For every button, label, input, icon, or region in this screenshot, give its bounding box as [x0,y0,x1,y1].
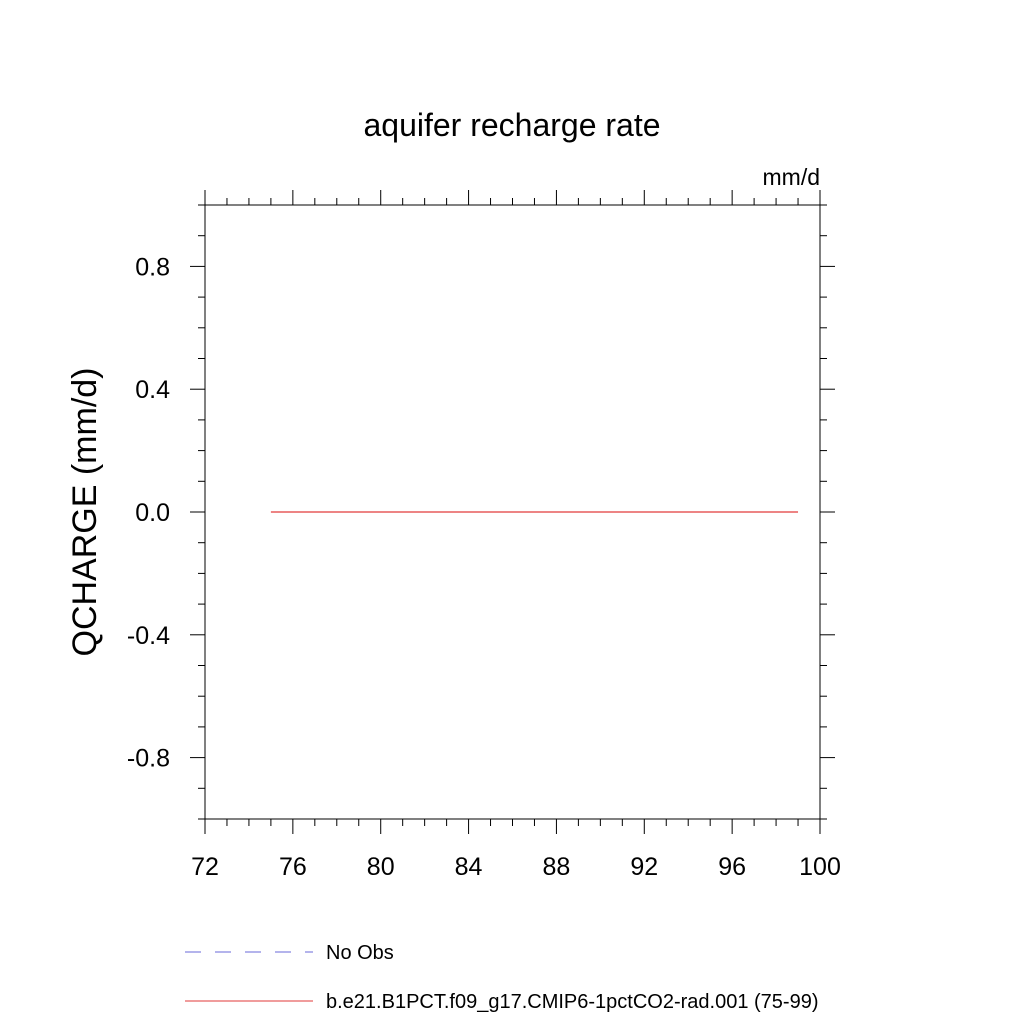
y-tick-label: -0.4 [127,622,170,650]
x-tick-label: 84 [455,853,483,881]
chart-title: aquifer recharge rate [363,107,660,143]
legend-label-0: No Obs [326,942,394,964]
y-tick-label: 0.8 [135,253,170,281]
y-tick-label: -0.8 [127,745,170,773]
x-tick-label: 96 [718,853,746,881]
x-tick-label: 92 [630,853,658,881]
axis-ticks [190,190,835,834]
x-tick-label: 72 [191,853,219,881]
x-tick-label: 100 [799,853,841,881]
legend: No Obs b.e21.B1PCT.f09_g17.CMIP6-1pctCO2-… [185,942,819,1013]
legend-label-1: b.e21.B1PCT.f09_g17.CMIP6-1pctCO2-rad.00… [326,991,819,1013]
x-tick-label: 80 [367,853,395,881]
y-tick-label: 0.0 [135,499,170,527]
x-tick-label: 76 [279,853,307,881]
y-axis-label: QCHARGE (mm/d) [66,368,104,657]
tick-labels: 72 76 80 84 88 92 96 100 -0.8 -0.4 0.0 0.4 0.8 [127,253,841,881]
units-label: mm/d [763,164,821,190]
y-tick-label: 0.4 [135,376,170,404]
x-tick-label: 88 [543,853,571,881]
